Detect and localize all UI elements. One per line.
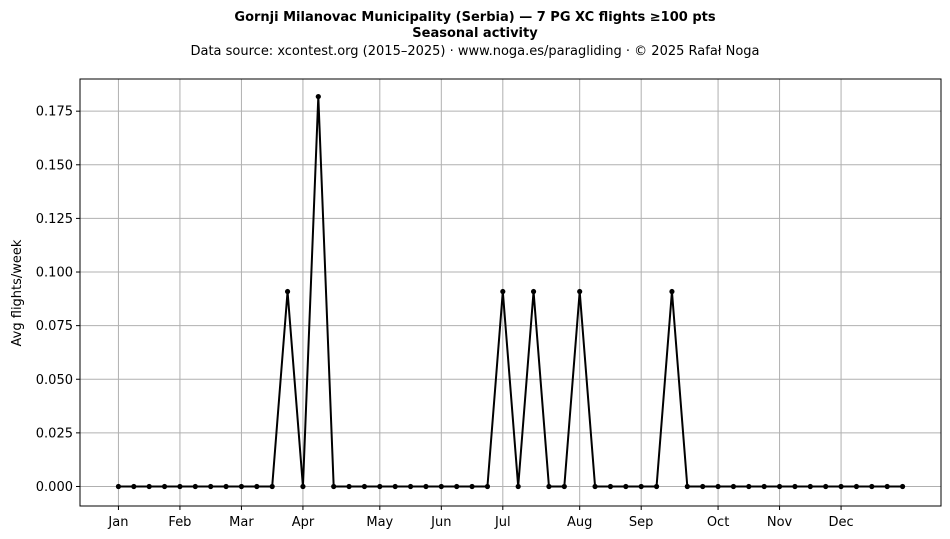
data-point bbox=[700, 483, 706, 490]
data-point bbox=[131, 483, 137, 490]
data-point bbox=[838, 483, 844, 490]
data-point bbox=[884, 483, 890, 490]
data-point bbox=[223, 483, 229, 490]
data-point bbox=[761, 483, 767, 490]
data-point bbox=[653, 483, 660, 490]
data-point bbox=[807, 483, 813, 490]
grid bbox=[80, 79, 941, 506]
data-point bbox=[315, 93, 321, 100]
data-point bbox=[853, 483, 860, 490]
x-tick-label: Jun bbox=[430, 515, 451, 530]
data-point bbox=[115, 483, 122, 490]
data-point bbox=[331, 483, 337, 490]
data-point bbox=[684, 483, 690, 490]
data-point bbox=[623, 483, 629, 490]
data-point bbox=[284, 288, 291, 295]
y-tick-label: 0.150 bbox=[36, 158, 73, 173]
data-point bbox=[161, 483, 168, 490]
data-point bbox=[192, 483, 198, 490]
data-point bbox=[208, 483, 214, 490]
data-point bbox=[669, 288, 675, 295]
y-tick-label: 0.025 bbox=[36, 426, 73, 441]
x-tick-label: Jan bbox=[107, 515, 128, 530]
data-point bbox=[469, 483, 475, 490]
data-point bbox=[515, 483, 521, 490]
data-point bbox=[561, 483, 567, 490]
y-tick-label: 0.075 bbox=[36, 319, 73, 334]
data-point bbox=[823, 483, 829, 490]
data-point bbox=[730, 483, 737, 490]
y-tick-label: 0.050 bbox=[36, 373, 73, 388]
data-point bbox=[377, 483, 383, 490]
data-point bbox=[254, 483, 260, 490]
x-tick-label: Nov bbox=[767, 515, 793, 530]
data-point bbox=[577, 288, 583, 295]
data-point bbox=[346, 483, 352, 490]
data-point bbox=[530, 288, 537, 295]
series-layer bbox=[115, 93, 906, 490]
data-point bbox=[177, 483, 183, 490]
data-point bbox=[899, 483, 906, 490]
y-tick-label: 0.175 bbox=[36, 105, 73, 120]
x-tick-label: Dec bbox=[828, 515, 853, 530]
x-tick-label: May bbox=[366, 515, 393, 530]
chart-subtitle: Seasonal activity bbox=[412, 26, 538, 41]
data-point bbox=[423, 483, 429, 490]
data-point bbox=[361, 483, 368, 490]
x-tick-label: Jul bbox=[494, 515, 511, 530]
data-point bbox=[869, 483, 875, 490]
data-point bbox=[776, 483, 783, 490]
data-point bbox=[407, 483, 414, 490]
x-tick-label: Mar bbox=[229, 515, 254, 530]
x-tick-label: Aug bbox=[567, 515, 592, 530]
data-point bbox=[607, 483, 614, 490]
data-point bbox=[500, 288, 506, 295]
data-point bbox=[592, 483, 598, 490]
x-tick-label: Feb bbox=[168, 515, 191, 530]
chart-title: Gornji Milanovac Municipality (Serbia) —… bbox=[234, 10, 715, 25]
x-axis: Jan Feb Mar Apr May Jun Jul Aug Sep Oct Nov Dec bbox=[107, 506, 854, 530]
chart-source-note: Data source: xcontest.org (2015–2025) · … bbox=[190, 44, 759, 59]
x-tick-label: Apr bbox=[292, 515, 315, 530]
series-line bbox=[118, 95, 903, 488]
plot-frame bbox=[79, 78, 942, 507]
data-point bbox=[454, 483, 460, 490]
data-point bbox=[792, 483, 798, 490]
data-point bbox=[438, 483, 444, 490]
data-point bbox=[392, 483, 398, 490]
y-axis: 0.000 0.025 0.050 0.075 0.100 0.125 0.150 0.175 bbox=[36, 105, 80, 495]
data-point bbox=[484, 483, 491, 490]
y-axis-label: Avg flights/week bbox=[10, 239, 25, 346]
y-tick-label: 0.000 bbox=[36, 480, 73, 495]
y-tick-label: 0.100 bbox=[36, 266, 73, 281]
data-point bbox=[238, 483, 245, 490]
data-point bbox=[546, 483, 552, 490]
data-point bbox=[638, 483, 644, 490]
x-tick-label: Oct bbox=[707, 515, 729, 530]
x-tick-label: Sep bbox=[629, 515, 654, 530]
data-point bbox=[746, 483, 752, 490]
data-point bbox=[146, 483, 152, 490]
y-tick-label: 0.125 bbox=[36, 212, 73, 227]
data-point bbox=[715, 483, 721, 490]
data-point bbox=[269, 483, 275, 490]
data-point bbox=[300, 483, 306, 490]
